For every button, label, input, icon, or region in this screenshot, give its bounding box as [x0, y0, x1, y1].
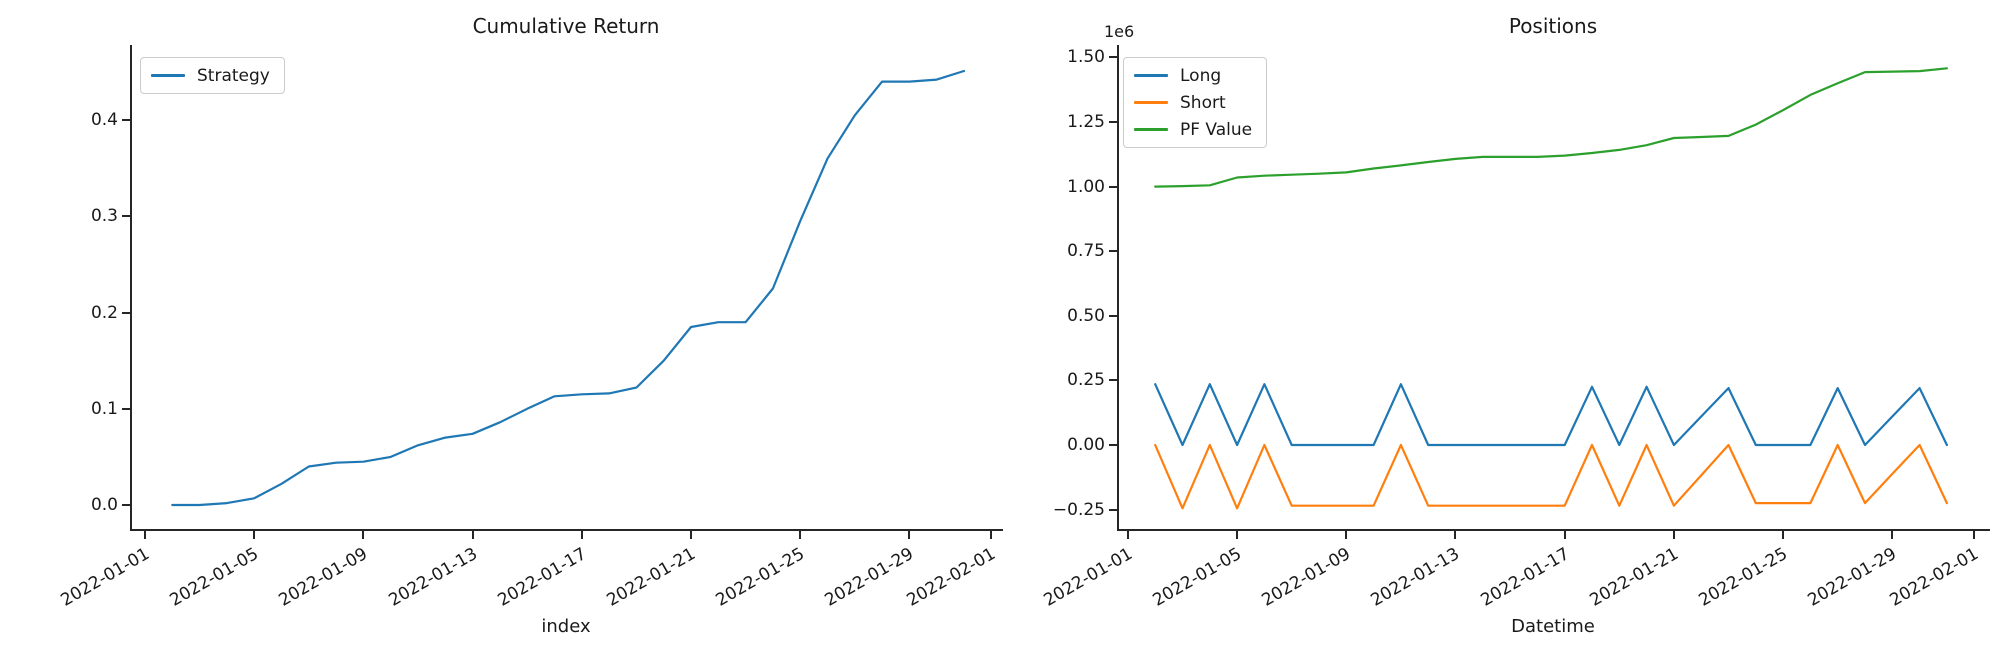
x-tick-mark: [253, 531, 256, 539]
y-axis-offset-label: 1e6: [1104, 22, 1135, 41]
x-tick-mark: [908, 531, 911, 539]
x-axis-label: index: [541, 616, 591, 637]
chart-title: Positions: [1508, 14, 1598, 38]
y-tick-mark: [1109, 185, 1117, 188]
legend: Strategy: [140, 57, 285, 94]
y-tick-mark: [1109, 379, 1117, 382]
y-tick-label: −0.25: [1052, 499, 1105, 520]
y-tick-label: 1.00: [1067, 176, 1105, 197]
y-tick-mark: [122, 504, 130, 507]
series-line-long: [1154, 383, 1949, 447]
x-tick-mark: [799, 531, 802, 539]
y-tick-mark: [1109, 120, 1117, 123]
legend: Long Short PF Value: [1123, 57, 1268, 148]
x-tick-label: 2022-01-13: [1367, 544, 1464, 611]
x-tick-label: 2022-01-01: [1040, 544, 1136, 611]
series-line-strategy: [171, 69, 966, 507]
x-tick-label: 2022-01-13: [385, 544, 481, 611]
y-tick-label: 0.00: [1067, 434, 1105, 455]
x-tick-mark: [1454, 531, 1457, 539]
y-tick-label: 1.25: [1067, 111, 1105, 132]
y-tick-mark: [122, 215, 130, 218]
x-tick-label: 2022-01-17: [1477, 544, 1573, 611]
x-tick-label: 2022-01-09: [275, 544, 372, 611]
y-tick-label: 1.50: [1067, 47, 1105, 68]
x-tick-mark: [990, 531, 993, 539]
x-tick-label: 2022-01-05: [1149, 544, 1246, 611]
y-tick-label: 0.50: [1067, 305, 1105, 326]
x-tick-mark: [1782, 531, 1785, 539]
legend-line-sample: [1134, 128, 1168, 131]
x-tick-mark: [1126, 531, 1129, 539]
y-tick-label: 0.2: [90, 302, 118, 323]
x-tick-mark: [1563, 531, 1566, 539]
y-tick-label: 0.1: [90, 398, 118, 419]
legend-label: Long: [1180, 65, 1222, 86]
x-tick-label: 2022-01-17: [494, 544, 590, 611]
x-axis-label: Datetime: [1511, 616, 1595, 637]
x-tick-mark: [471, 531, 474, 539]
x-tick-mark: [144, 531, 146, 539]
y-tick-mark: [1109, 443, 1117, 446]
x-tick-mark: [580, 531, 583, 539]
y-tick-mark: [1109, 56, 1117, 59]
y-tick-mark: [1109, 250, 1117, 253]
y-tick-mark: [122, 119, 130, 122]
x-tick-mark: [1672, 531, 1675, 539]
y-tick-mark: [122, 407, 130, 410]
plot-canvas: [1154, 67, 1949, 510]
plot-area: [1117, 45, 1990, 531]
legend-item-pf-value: PF Value: [1134, 117, 1252, 142]
x-tick-label: 2022-01-21: [1586, 544, 1682, 611]
y-tick-mark: [1109, 508, 1117, 511]
legend-label: PF Value: [1180, 119, 1253, 140]
x-tick-label: 2022-01-01: [57, 544, 154, 611]
x-tick-mark: [362, 531, 365, 539]
x-tick-label: 2022-01-05: [166, 544, 263, 611]
x-tick-mark: [1973, 531, 1976, 539]
y-tick-label: 0.75: [1067, 241, 1105, 262]
x-tick-mark: [1236, 531, 1239, 539]
legend-item-long: Long: [1134, 63, 1252, 88]
legend-line-sample: [1134, 101, 1168, 104]
x-tick-mark: [689, 531, 692, 539]
x-tick-label: 2022-01-25: [1695, 544, 1792, 611]
y-tick-mark: [122, 311, 130, 314]
plot-area: [130, 45, 1003, 531]
y-tick-label: 0.4: [90, 110, 118, 131]
chart-title: Cumulative Return: [472, 14, 660, 38]
legend-label: Strategy: [197, 65, 270, 86]
y-tick-mark: [1109, 314, 1117, 317]
legend-item-short: Short: [1134, 90, 1252, 115]
x-tick-label: 2022-01-09: [1258, 544, 1355, 611]
y-tick-label: 0.25: [1067, 370, 1105, 391]
legend-label: Short: [1180, 92, 1226, 113]
x-tick-mark: [1891, 531, 1894, 539]
y-tick-label: 0.0: [90, 495, 118, 516]
series-line-short: [1154, 443, 1949, 510]
legend-item-strategy: Strategy: [151, 63, 270, 88]
series-line-pf-value: [1154, 67, 1949, 188]
legend-line-sample: [1134, 74, 1168, 77]
plot-canvas: [171, 69, 966, 507]
legend-line-sample: [151, 74, 185, 77]
x-tick-mark: [1345, 531, 1348, 539]
x-tick-label: 2022-01-21: [603, 544, 699, 611]
x-tick-label: 2022-01-25: [712, 544, 809, 611]
y-tick-label: 0.3: [90, 206, 118, 227]
